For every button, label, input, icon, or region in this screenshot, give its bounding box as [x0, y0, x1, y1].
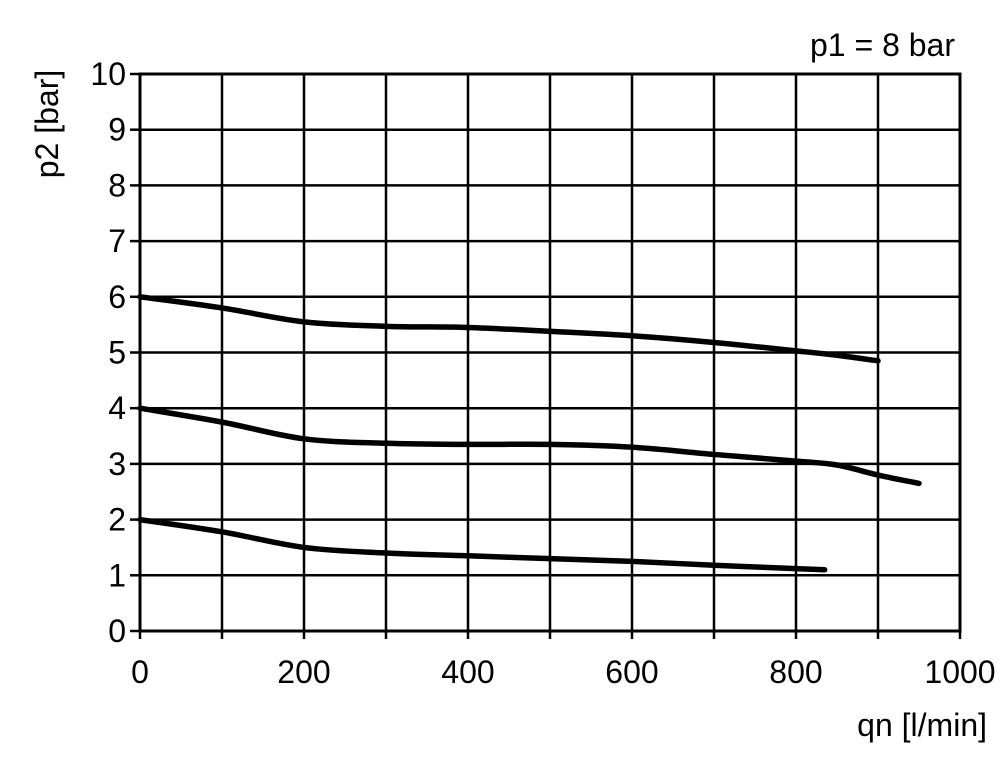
y-tick-label: 4: [108, 390, 126, 426]
y-tick-label: 5: [108, 335, 126, 371]
y-tick-label: 1: [108, 557, 126, 593]
x-tick-label: 0: [131, 654, 149, 690]
series-line-2: [137, 405, 922, 487]
y-tick-label: 2: [108, 502, 126, 538]
y-tick-label: 3: [108, 446, 126, 482]
y-tick-label: 0: [108, 613, 126, 649]
x-tick-label: 400: [441, 654, 494, 690]
y-tick-label: 7: [108, 223, 126, 259]
y-tick-label: 10: [90, 56, 126, 92]
y-tick-label: 8: [108, 167, 126, 203]
x-tick-label: 600: [605, 654, 658, 690]
plot-frame: [130, 72, 962, 639]
x-tick-label: 800: [769, 654, 822, 690]
x-tick-label: 200: [277, 654, 330, 690]
y-tick-label: 9: [108, 112, 126, 148]
series-line-1: [137, 294, 881, 364]
series-line-3: [137, 516, 828, 573]
series-group: [137, 294, 922, 573]
y-tick-label: 6: [108, 279, 126, 315]
inlet-pressure-annotation: p1 = 8 bar: [810, 27, 955, 63]
tick-labels: 0 1 2 3 4 5 6 7 8 9 10 0 200 400 600 800 1000: [90, 56, 995, 690]
y-axis-label: p2 [bar]: [29, 70, 65, 179]
x-tick-label: 1000: [924, 654, 995, 690]
x-axis-label: qn [l/min]: [857, 707, 987, 743]
